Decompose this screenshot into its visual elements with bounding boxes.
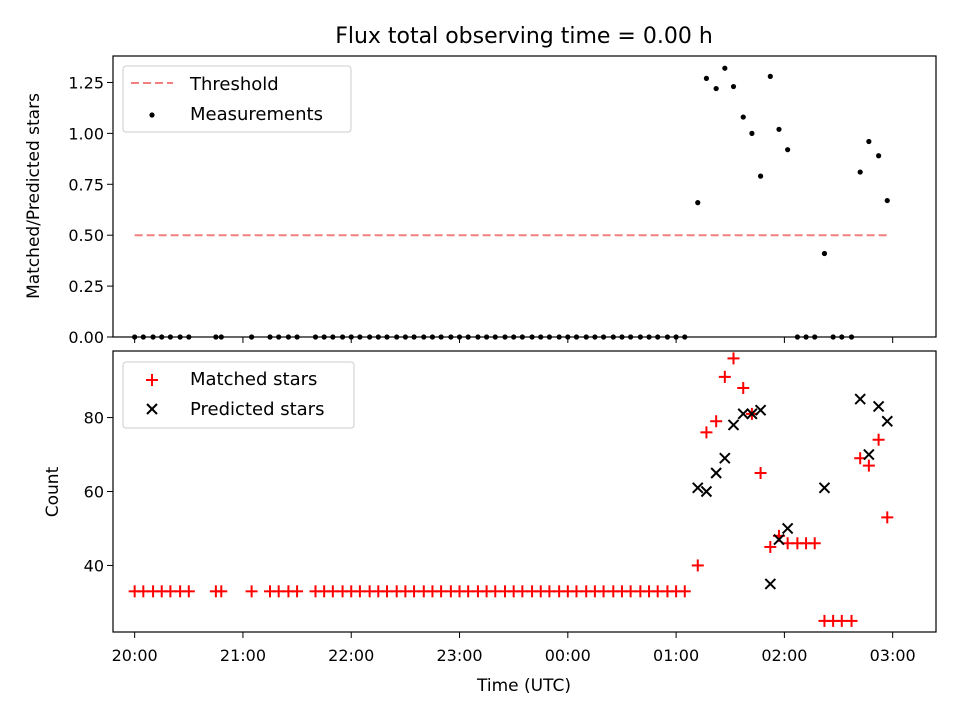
matched-star-point <box>727 352 740 365</box>
matched-star-point <box>872 433 885 446</box>
predicted-star-point <box>754 404 767 416</box>
x-tick-label: 02:00 <box>761 646 807 665</box>
x-tick-label: 21:00 <box>220 646 266 665</box>
top-y-tick-label: 1.25 <box>68 73 104 92</box>
x-tick-label: 00:00 <box>545 646 591 665</box>
matched-star-point <box>291 585 304 598</box>
predicted-star-point <box>710 467 722 479</box>
measurement-point <box>730 83 737 90</box>
matched-star-point <box>678 585 691 598</box>
matched-star-point <box>710 415 723 428</box>
chart-title: Flux total observing time = 0.00 h <box>335 24 713 49</box>
matched-star-point <box>182 585 195 598</box>
predicted-star-point <box>764 578 777 590</box>
matched-star-point <box>691 559 704 572</box>
matched-star-point <box>700 426 713 439</box>
predicted-star-point <box>719 452 731 464</box>
measurement-point <box>776 126 782 132</box>
matched-star-point <box>245 585 258 598</box>
measurement-point <box>749 130 755 136</box>
top-y-tick-label: 1.00 <box>68 124 104 143</box>
measurement-point <box>884 197 890 204</box>
threshold-legend-label: Threshold <box>189 74 279 95</box>
matched-star-point <box>764 540 777 553</box>
predicted-stars-legend-label: Predicted stars <box>190 399 324 420</box>
matched-star-point <box>808 537 821 550</box>
predicted-star-point <box>872 400 885 413</box>
top-y-tick-label: 0.75 <box>68 175 104 194</box>
measurement-point <box>857 169 863 175</box>
top-legend: Threshold Measurements <box>122 65 352 133</box>
x-ticks: 20:00 21:00 22:00 23:00 00:00 01:00 02:00 03:00 <box>112 337 916 665</box>
bottom-y-tick-label: 60 <box>84 483 104 502</box>
matched-star-point <box>215 585 228 598</box>
top-plot-frame <box>112 55 937 338</box>
predicted-stars-legend-swatch <box>146 403 158 415</box>
matched-star-point <box>862 459 875 472</box>
bottom-y-tick-label: 80 <box>84 409 104 428</box>
measurement-point <box>767 73 773 79</box>
x-tick-label: 23:00 <box>436 646 482 665</box>
top-y-axis-label: Matched/Predicted stars <box>24 93 44 299</box>
bottom-plot-data <box>128 352 894 627</box>
predicted-star-point <box>727 419 740 431</box>
matched-star-point <box>754 467 767 480</box>
predicted-star-point <box>700 485 713 498</box>
measurement-point <box>713 85 719 92</box>
top-y-tick-label: 0.50 <box>68 226 104 245</box>
top-y-tick-label: 0.25 <box>68 277 104 296</box>
predicted-star-point <box>692 482 704 494</box>
x-axis-label: Time (UTC) <box>476 676 571 696</box>
predicted-star-point <box>854 393 866 405</box>
top-y-tick-label: 0.00 <box>68 328 104 347</box>
bottom-legend: Matched stars Predicted stars <box>122 361 355 429</box>
measurement-point <box>703 75 710 81</box>
x-tick-label: 01:00 <box>653 646 699 665</box>
top-legend-box <box>122 65 352 133</box>
x-tick-label: 03:00 <box>870 646 916 665</box>
measurement-point <box>821 250 828 257</box>
predicted-star-point <box>746 408 758 420</box>
measurement-point <box>876 153 882 159</box>
predicted-star-point <box>881 415 893 427</box>
measurements-legend-label: Measurements <box>190 104 323 125</box>
matched-star-point <box>845 614 858 627</box>
measurement-point <box>722 65 728 71</box>
bottom-y-axis-label: Count <box>43 466 63 517</box>
predicted-star-point <box>863 448 875 461</box>
matched-stars-legend-swatch <box>146 374 158 386</box>
measurement-point <box>695 200 701 206</box>
bottom-legend-box <box>122 361 355 429</box>
matched-star-point <box>718 370 731 383</box>
matched-star-point <box>737 381 750 394</box>
predicted-star-point <box>818 482 831 494</box>
measurement-point <box>757 173 764 179</box>
top-y-ticks: 0.00 0.25 0.50 0.75 1.00 1.25 <box>68 73 113 347</box>
measurement-point <box>785 147 791 153</box>
x-tick-label: 22:00 <box>328 646 374 665</box>
bottom-y-ticks: 40 60 80 <box>84 409 113 575</box>
x-tick-label: 20:00 <box>112 646 158 665</box>
measurements-legend-swatch <box>149 112 155 118</box>
bottom-y-tick-label: 40 <box>84 556 104 575</box>
measurement-point <box>740 114 746 120</box>
predicted-star-point <box>781 522 794 535</box>
measurement-point <box>866 138 872 145</box>
matched-stars-legend-label: Matched stars <box>190 369 317 390</box>
predicted-star-point <box>737 408 749 420</box>
matched-star-point <box>881 511 894 524</box>
predicted-star-point <box>773 533 785 546</box>
